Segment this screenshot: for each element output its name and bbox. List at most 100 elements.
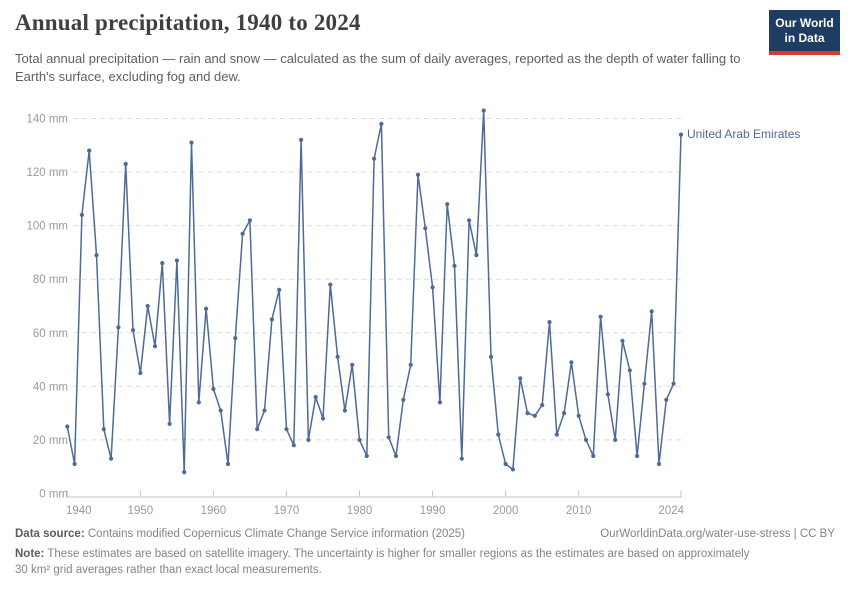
x-axis-tick-label: 1970 xyxy=(274,505,300,517)
data-point-1940[interactable] xyxy=(65,424,70,429)
data-point-1964[interactable] xyxy=(240,231,245,236)
data-point-1992[interactable] xyxy=(445,202,450,207)
data-point-1979[interactable] xyxy=(350,362,355,367)
data-point-2007[interactable] xyxy=(554,432,559,437)
x-axis-tick-label: 1960 xyxy=(201,505,227,517)
data-point-2022[interactable] xyxy=(664,397,669,402)
data-point-2010[interactable] xyxy=(576,413,581,418)
note-text: These estimates are based on satellite i… xyxy=(15,548,750,577)
data-point-1941[interactable] xyxy=(72,461,77,467)
data-point-2008[interactable] xyxy=(562,411,567,416)
data-point-2003[interactable] xyxy=(525,411,530,416)
data-point-1954[interactable] xyxy=(167,421,172,426)
data-point-1947[interactable] xyxy=(116,325,121,330)
data-point-2024[interactable] xyxy=(678,132,684,137)
data-point-1990[interactable] xyxy=(430,285,435,290)
y-axis-tick-label: 0 mm xyxy=(39,489,68,501)
data-point-2014[interactable] xyxy=(605,392,611,397)
data-point-2006[interactable] xyxy=(547,320,552,325)
data-point-1968[interactable] xyxy=(269,317,274,322)
data-point-2015[interactable] xyxy=(613,437,618,442)
data-point-1970[interactable] xyxy=(284,427,289,432)
data-point-2001[interactable] xyxy=(510,467,515,472)
chart-footer: Data source: Contains modified Copernicu… xyxy=(15,528,835,578)
data-point-1997[interactable] xyxy=(481,108,486,113)
owid-logo-line2: in Data xyxy=(784,31,825,45)
data-point-1948[interactable] xyxy=(123,161,128,167)
data-point-1949[interactable] xyxy=(130,328,136,333)
data-point-1977[interactable] xyxy=(335,354,340,359)
data-point-1985[interactable] xyxy=(393,453,399,459)
data-point-2013[interactable] xyxy=(598,314,603,319)
data-point-2012[interactable] xyxy=(591,453,596,459)
data-point-1982[interactable] xyxy=(372,156,377,161)
data-point-1959[interactable] xyxy=(204,306,209,311)
data-point-2023[interactable] xyxy=(671,381,676,386)
data-point-1976[interactable] xyxy=(328,282,333,287)
data-point-1996[interactable] xyxy=(474,253,479,258)
data-point-1944[interactable] xyxy=(94,253,99,258)
data-point-1958[interactable] xyxy=(196,400,201,405)
x-axis-tick-label: 1940 xyxy=(66,505,92,517)
data-point-1951[interactable] xyxy=(145,303,150,309)
data-point-1999[interactable] xyxy=(496,432,501,437)
data-point-1965[interactable] xyxy=(247,218,252,223)
owid-logo[interactable]: Our World in Data xyxy=(769,10,840,55)
data-point-1953[interactable] xyxy=(160,261,165,266)
license-link[interactable]: OurWorldinData.org/water-use-stress | CC… xyxy=(600,528,835,540)
data-point-1975[interactable] xyxy=(320,416,326,421)
data-point-1963[interactable] xyxy=(233,336,238,341)
data-point-2004[interactable] xyxy=(532,413,537,418)
data-point-1988[interactable] xyxy=(415,172,421,177)
data-point-1978[interactable] xyxy=(342,408,347,413)
data-point-1966[interactable] xyxy=(255,427,260,432)
data-point-2011[interactable] xyxy=(583,437,589,442)
data-point-2018[interactable] xyxy=(635,453,640,459)
data-source-label: Data source: xyxy=(15,528,85,540)
data-point-1957[interactable] xyxy=(189,140,194,145)
data-point-1943[interactable] xyxy=(87,148,92,153)
data-point-1987[interactable] xyxy=(408,362,413,367)
data-point-2009[interactable] xyxy=(569,360,574,365)
data-point-1972[interactable] xyxy=(299,137,304,142)
data-point-1969[interactable] xyxy=(277,287,282,292)
data-point-1986[interactable] xyxy=(401,397,406,402)
data-point-1973[interactable] xyxy=(306,437,311,442)
data-point-1962[interactable] xyxy=(225,461,231,467)
data-point-1995[interactable] xyxy=(467,218,472,223)
data-point-1946[interactable] xyxy=(109,456,114,461)
data-point-1974[interactable] xyxy=(313,395,318,400)
owid-logo-line1: Our World xyxy=(775,16,834,30)
data-point-2021[interactable] xyxy=(656,461,662,467)
data-point-1960[interactable] xyxy=(211,386,216,392)
data-point-2020[interactable] xyxy=(649,309,654,314)
data-point-1950[interactable] xyxy=(138,370,143,376)
data-point-1983[interactable] xyxy=(379,121,384,126)
data-point-2005[interactable] xyxy=(540,403,545,408)
data-point-2019[interactable] xyxy=(642,381,647,386)
data-point-2002[interactable] xyxy=(518,376,523,381)
data-point-1971[interactable] xyxy=(291,443,296,448)
data-point-1980[interactable] xyxy=(357,437,362,442)
data-point-1961[interactable] xyxy=(218,408,223,413)
data-source: Data source: Contains modified Copernicu… xyxy=(15,528,465,540)
data-point-1955[interactable] xyxy=(174,258,179,263)
series-label[interactable]: United Arab Emirates xyxy=(687,127,801,141)
data-point-2000[interactable] xyxy=(503,461,508,467)
data-point-1956[interactable] xyxy=(182,470,187,475)
data-point-2017[interactable] xyxy=(627,368,632,373)
data-point-1993[interactable] xyxy=(452,263,457,268)
data-point-1952[interactable] xyxy=(152,344,158,349)
data-point-1991[interactable] xyxy=(437,400,442,405)
data-point-2016[interactable] xyxy=(620,338,625,343)
data-point-1994[interactable] xyxy=(459,456,464,461)
data-point-1942[interactable] xyxy=(79,212,84,217)
data-point-1998[interactable] xyxy=(488,354,494,359)
data-point-1945[interactable] xyxy=(101,427,106,432)
x-axis-tick-label: 2010 xyxy=(566,505,592,517)
data-point-1989[interactable] xyxy=(423,226,428,231)
data-point-1967[interactable] xyxy=(262,408,267,413)
chart-note: Note: These estimates are based on satel… xyxy=(15,546,750,578)
data-point-1981[interactable] xyxy=(364,453,369,459)
data-point-1984[interactable] xyxy=(386,435,391,440)
